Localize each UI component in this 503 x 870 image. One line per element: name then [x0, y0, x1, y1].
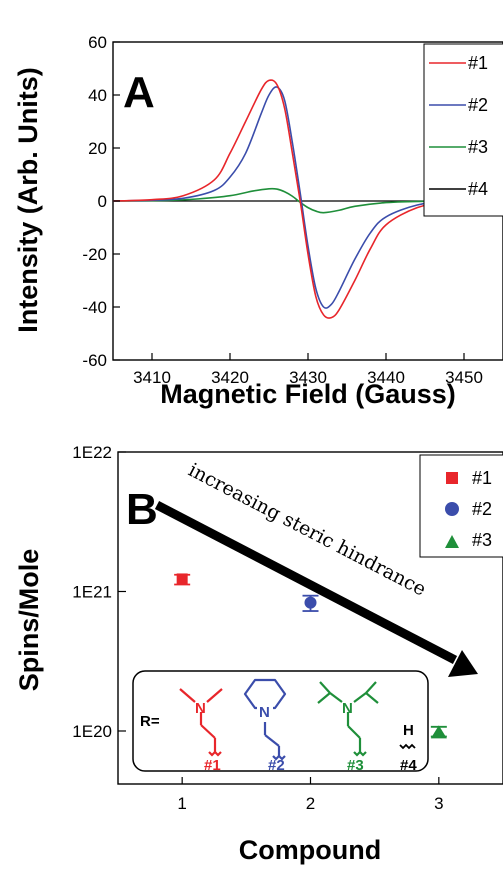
- plot-a-series-line-3: [112, 187, 503, 214]
- plot-a-ytick-label: 60: [88, 33, 107, 52]
- inset-r-prefix: R=: [140, 713, 160, 730]
- structure-2-label: #2: [268, 757, 285, 774]
- plot-b-ylabel: Spins/Mole: [14, 549, 44, 692]
- plot-b-ytick-label: 1E20: [72, 722, 112, 741]
- plot-a-series: [112, 79, 503, 319]
- plot-b-xlabel: Compound: [239, 835, 381, 865]
- plot-a-legend-label-2: #2: [468, 95, 488, 115]
- plot-a-legend-box: [423, 43, 503, 217]
- legend-square-marker: [446, 472, 458, 484]
- plot-b-points: [174, 573, 447, 739]
- structure-2-atom: N: [259, 704, 270, 721]
- plot-b-xtick-label: 1: [177, 794, 186, 813]
- plot-a-ytick-label: 20: [88, 139, 107, 158]
- plot-a-ytick-label: 0: [98, 192, 107, 211]
- plot-a-xtick-label: 3430: [289, 368, 327, 387]
- structure-4-atom: H: [403, 722, 414, 739]
- plot-a-legend: #1 #2 #3 #4: [423, 43, 503, 217]
- plot-a-ytick-label: 40: [88, 86, 107, 105]
- structure-3-label: #3: [347, 757, 364, 774]
- legend-b-label-2: #2: [472, 499, 492, 519]
- structure-1-atom: N: [195, 700, 206, 717]
- plot-a-ytick-label: -60: [82, 351, 107, 370]
- legend-triangle-marker: [445, 535, 459, 548]
- plot-b-yticks: 1E20 1E21 1E22: [72, 443, 126, 741]
- plot-b-legend: #1 #2 #3: [419, 454, 503, 558]
- structure-3-atom: N: [342, 700, 353, 717]
- plot-b-xticks: 1 2 3: [177, 777, 444, 813]
- plot-a-xtick-label: 3420: [211, 368, 249, 387]
- plot-a-ylabel: Intensity (Arb. Units): [13, 67, 43, 333]
- legend-b-label-3: #3: [472, 530, 492, 550]
- r-group-inset: R= N #1 N #2: [132, 670, 429, 774]
- panel-b-label: B: [126, 485, 158, 534]
- plot-b-legend-box: [419, 454, 503, 558]
- plot-a-xlabel: Magnetic Field (Gauss): [160, 379, 456, 409]
- plot-a-ytick-label: -20: [82, 245, 107, 264]
- steric-arrow-head: [448, 650, 478, 677]
- plot-a-series-line-1: [112, 79, 503, 319]
- plot-a-xtick-label: 3440: [367, 368, 405, 387]
- plot-a-ytick-label: -40: [82, 298, 107, 317]
- plot-b-ytick-label: 1E21: [72, 582, 112, 601]
- structure-2-atom-bg: [257, 702, 273, 720]
- plot-b-xtick-label: 3: [434, 794, 443, 813]
- plot-b-ytick-label: 1E22: [72, 443, 112, 462]
- data-point-2: [304, 596, 317, 609]
- structure-4-bond: [399, 743, 416, 750]
- plot-b-xtick-label: 2: [306, 794, 315, 813]
- inset-box: [132, 670, 429, 772]
- plot-a-legend-label-3: #3: [468, 137, 488, 157]
- plot-a-xtick-label: 3410: [133, 368, 171, 387]
- structure-1-label: #1: [204, 757, 221, 774]
- steric-arrow-shaft: [154, 501, 458, 664]
- structure-4-label: #4: [400, 757, 417, 774]
- plot-a-legend-label-1: #1: [468, 53, 488, 73]
- data-point-1: [176, 573, 188, 585]
- structure-1: [179, 688, 223, 757]
- plot-a-legend-label-4: #4: [468, 179, 488, 199]
- data-point-3: [430, 725, 447, 739]
- plot-a-yticks: 60 40 20 0 -20 -40 -60: [82, 33, 120, 370]
- panel-a-label: A: [123, 68, 155, 117]
- plot-a-series-line-2: [112, 86, 503, 309]
- plot-a-xticks: 3410 3420 3430 3440 3450: [133, 353, 483, 387]
- legend-circle-marker: [445, 502, 459, 516]
- structure-3: [317, 681, 379, 757]
- legend-b-label-1: #1: [472, 468, 492, 488]
- plot-a-xtick-label: 3450: [445, 368, 483, 387]
- structure-2: [243, 678, 287, 761]
